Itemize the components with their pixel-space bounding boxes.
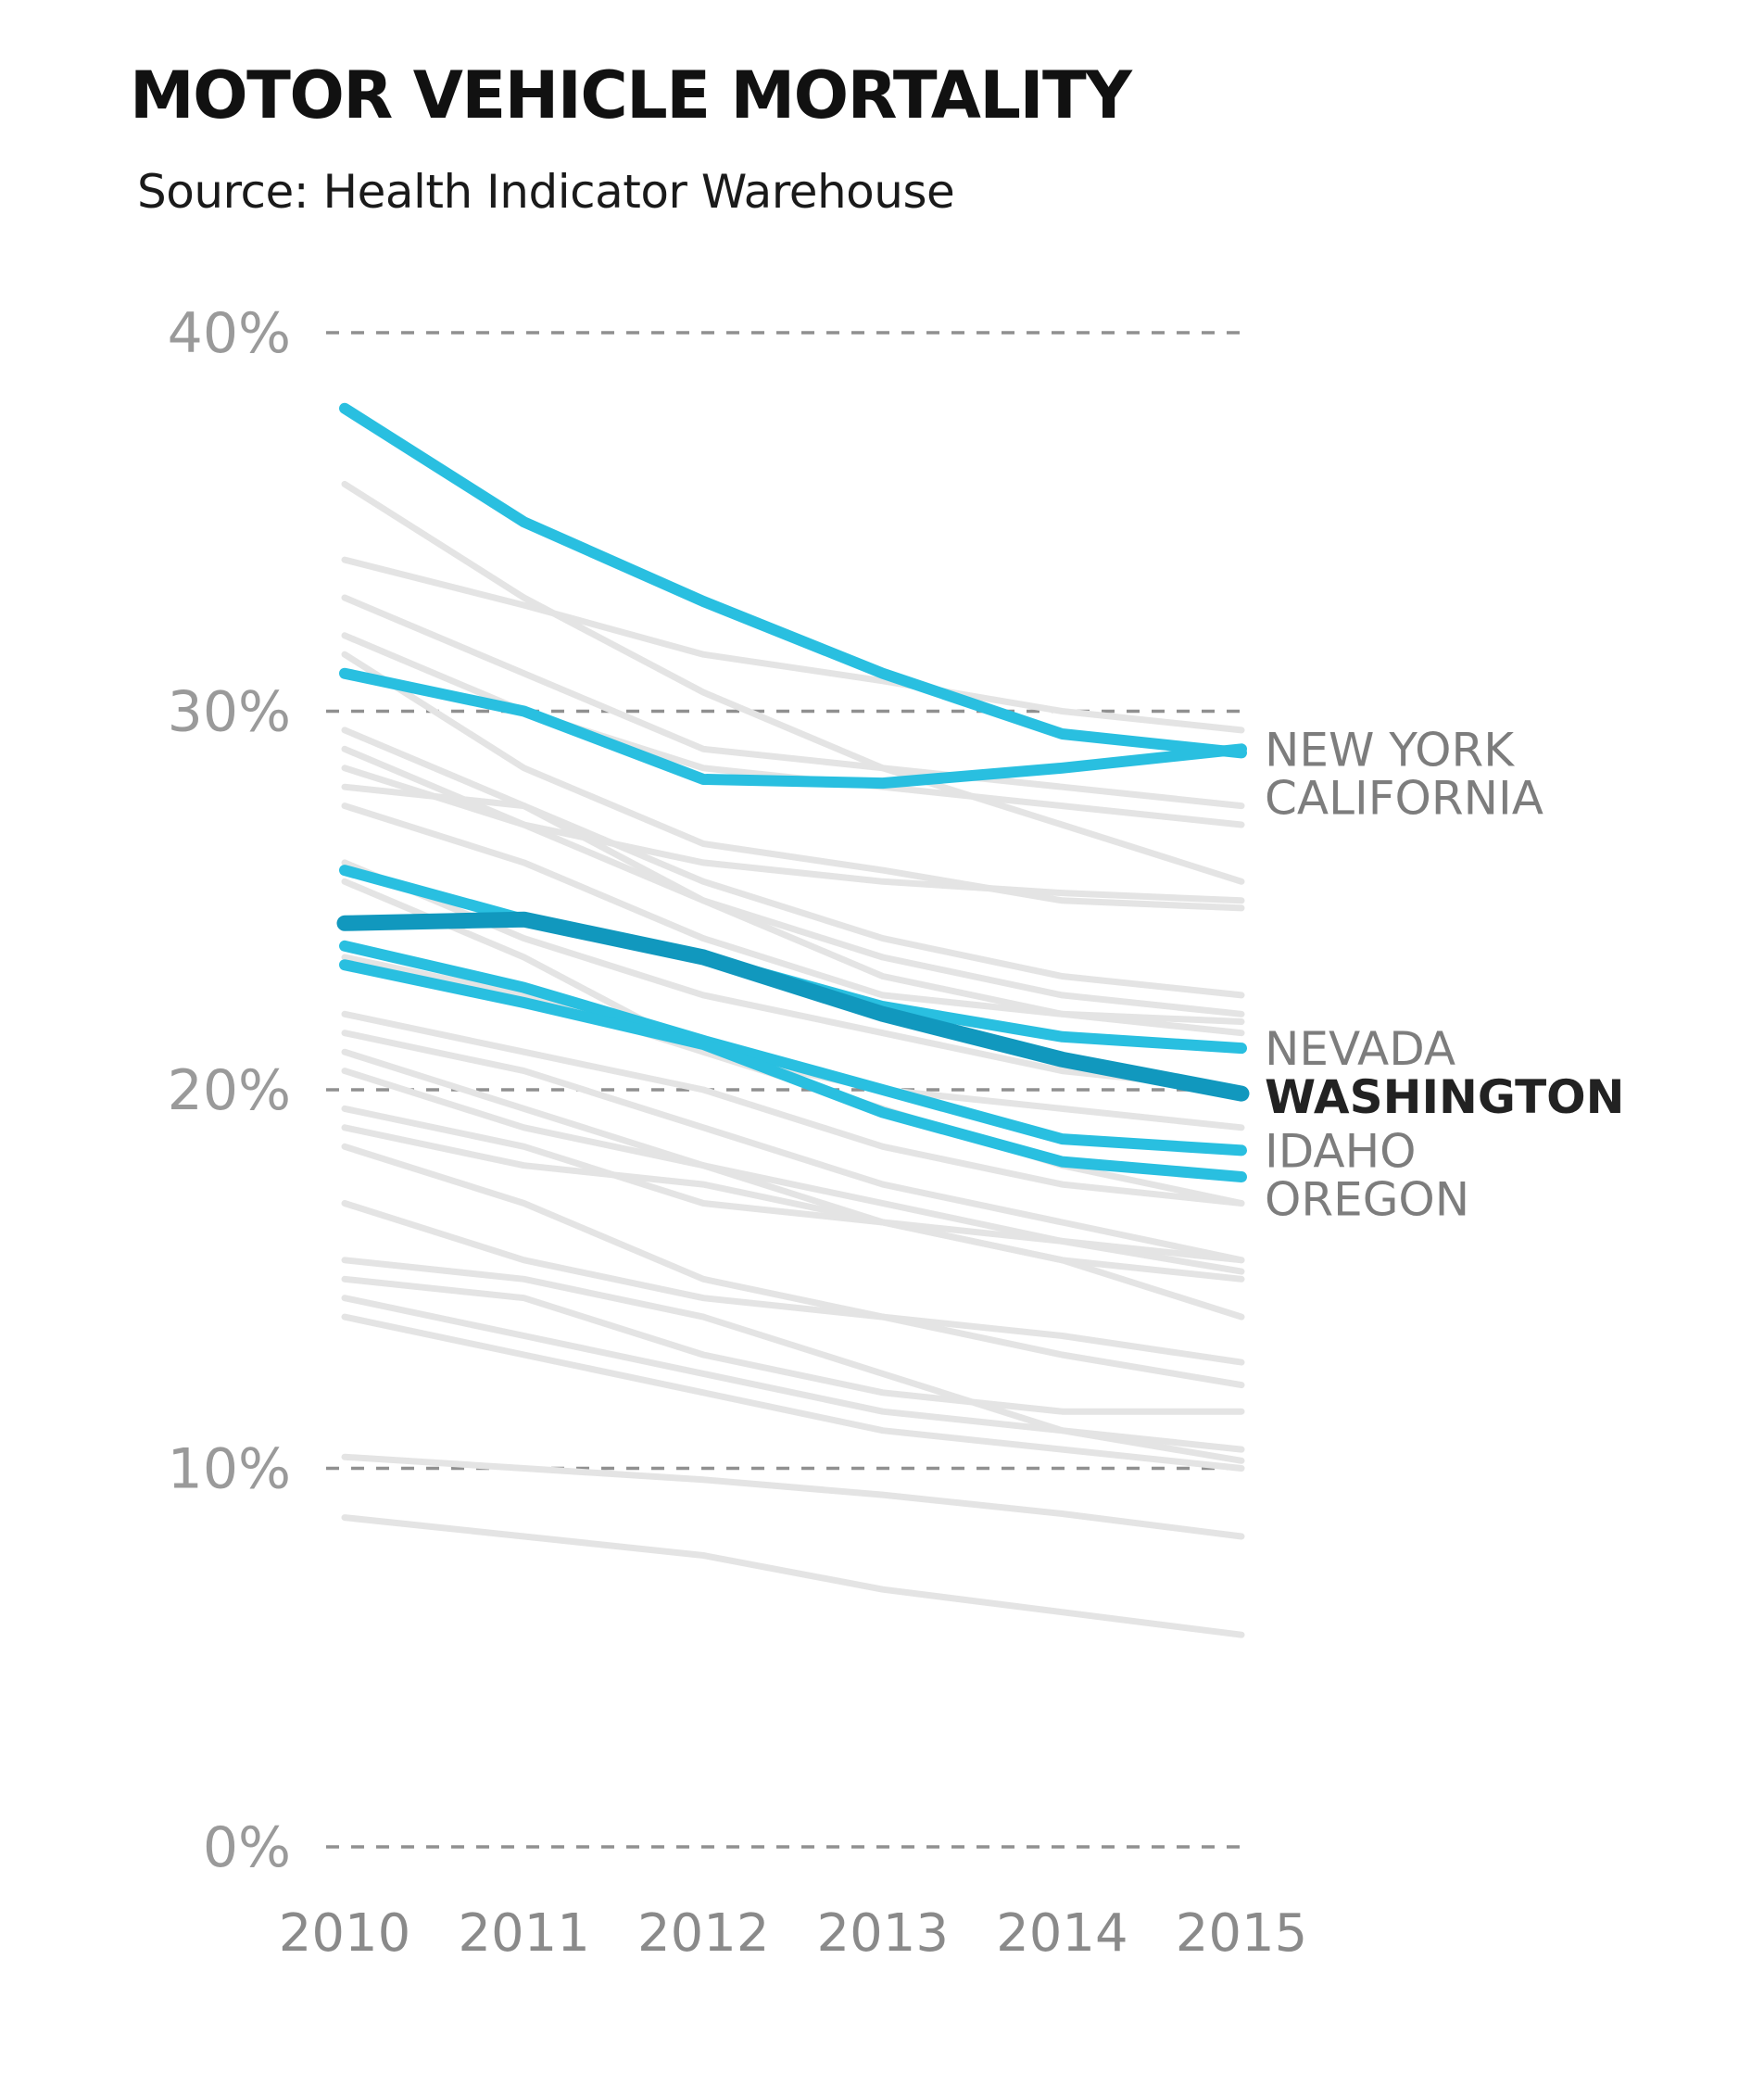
background-line xyxy=(341,594,1245,810)
highlighted-series xyxy=(336,402,1250,1182)
y-axis-ticks: 0% 10% 20% 30% 40% xyxy=(168,301,291,1880)
background-line xyxy=(341,1200,1245,1366)
x-axis-ticks: 2010 2011 2012 2013 2014 2015 xyxy=(279,1903,1308,1964)
background-line xyxy=(341,1105,1245,1321)
y-tick-label: 20% xyxy=(168,1058,291,1123)
chart-title: MOTOR VEHICLE MORTALITY xyxy=(130,57,1132,133)
background-line xyxy=(341,745,1245,904)
background-line xyxy=(341,803,1245,1025)
background-line xyxy=(341,651,1245,912)
california-label: CALIFORNIA xyxy=(1265,771,1544,825)
idaho-line xyxy=(339,940,1247,1156)
x-tick-label: 2012 xyxy=(637,1903,770,1964)
background-line xyxy=(341,765,1245,1017)
y-tick-label: 40% xyxy=(168,301,291,366)
background-line xyxy=(341,480,1245,885)
background-line xyxy=(341,1313,1245,1472)
background-line xyxy=(341,1514,1245,1638)
oregon-line xyxy=(339,959,1247,1182)
x-tick-label: 2014 xyxy=(996,1903,1128,1964)
oregon-label: OREGON xyxy=(1265,1172,1469,1226)
washington-label: WASHINGTON xyxy=(1265,1070,1625,1124)
washington-line xyxy=(336,911,1250,1102)
x-tick-label: 2015 xyxy=(1176,1903,1308,1964)
background-line xyxy=(341,1143,1245,1389)
background-line xyxy=(341,1048,1245,1283)
background-line xyxy=(341,727,1245,999)
new-york-line xyxy=(339,667,1247,790)
y-tick-label: 30% xyxy=(168,680,291,745)
chart-subtitle: Source: Health Indicator Warehouse xyxy=(137,165,955,219)
x-tick-label: 2011 xyxy=(458,1903,590,1964)
y-tick-label: 0% xyxy=(203,1815,291,1880)
background-line xyxy=(341,1453,1245,1540)
background-line xyxy=(341,1010,1245,1207)
idaho-label: IDAHO xyxy=(1265,1124,1417,1178)
background-series xyxy=(341,480,1245,1638)
background-line xyxy=(341,1124,1245,1275)
california-line xyxy=(339,402,1247,759)
nevada-label: NEVADA xyxy=(1265,1022,1455,1076)
background-line xyxy=(341,1030,1245,1264)
y-tick-label: 10% xyxy=(168,1437,291,1502)
background-line xyxy=(341,1295,1245,1453)
background-line xyxy=(341,1275,1245,1415)
new-york-label: NEW YORK xyxy=(1265,723,1515,777)
x-tick-label: 2013 xyxy=(817,1903,950,1964)
background-line xyxy=(341,556,1245,734)
x-tick-label: 2010 xyxy=(279,1903,411,1964)
